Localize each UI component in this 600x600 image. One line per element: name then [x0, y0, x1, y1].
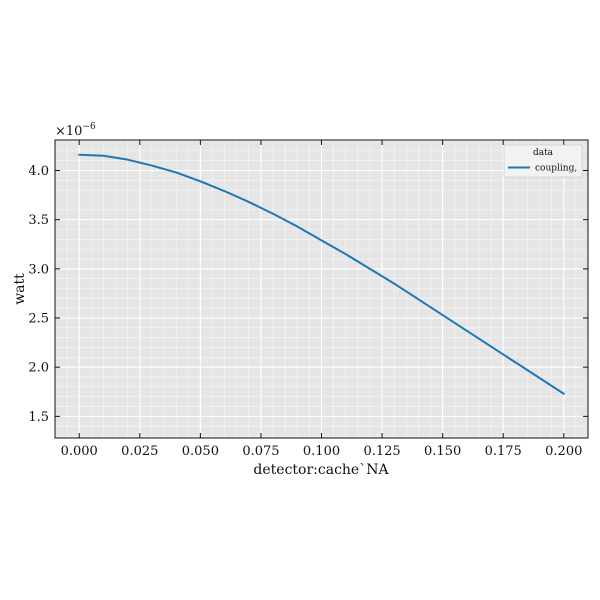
y-exponent-label: ×10−6 — [55, 122, 96, 139]
x-tick-label: 0.075 — [242, 444, 279, 459]
series-line-0 — [78, 153, 565, 395]
x-tick-label: 0.150 — [424, 444, 461, 459]
x-axis-label: detector:cache`NA — [253, 462, 389, 478]
x-tick-label: 0.025 — [121, 444, 158, 459]
ticks — [55, 140, 588, 438]
legend-entry-label: coupling, — [535, 164, 577, 174]
x-tick-label: 0.200 — [545, 444, 582, 459]
x-tick-label: 0.125 — [363, 444, 400, 459]
y-tick-label: 2.5 — [28, 312, 49, 327]
x-tick-label: 0.175 — [485, 444, 522, 459]
grid — [55, 140, 589, 438]
series-layer — [78, 153, 565, 395]
y-exponent-base: ×10 — [55, 124, 82, 139]
x-tick-label: 0.000 — [61, 444, 98, 459]
x-tick-label: 0.100 — [303, 444, 340, 459]
legend-box — [503, 144, 583, 178]
legend: data coupling, — [503, 144, 583, 178]
y-tick-label: 3.0 — [28, 262, 49, 277]
y-tick-label: 4.0 — [28, 164, 49, 179]
y-axis-label: watt — [12, 273, 28, 305]
y-tick-label: 2.0 — [28, 361, 49, 376]
x-tick-label: 0.050 — [182, 444, 219, 459]
y-exponent-power: −6 — [82, 122, 96, 132]
y-tick-label: 3.5 — [28, 213, 49, 228]
y-tick-label: 1.5 — [28, 410, 49, 425]
legend-title: data — [533, 148, 554, 158]
tick-labels: 0.000 0.025 0.050 0.075 0.100 0.125 0.150 0.175… — [28, 164, 582, 459]
